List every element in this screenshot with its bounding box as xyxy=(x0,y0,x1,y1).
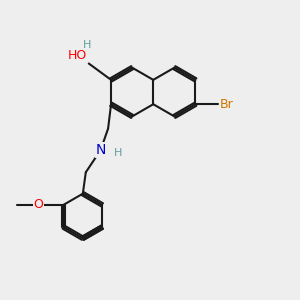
Text: HO: HO xyxy=(68,49,87,62)
Text: O: O xyxy=(33,198,43,211)
Text: N: N xyxy=(95,143,106,157)
Text: Br: Br xyxy=(219,98,233,111)
Text: H: H xyxy=(83,40,92,50)
Text: H: H xyxy=(114,148,122,158)
